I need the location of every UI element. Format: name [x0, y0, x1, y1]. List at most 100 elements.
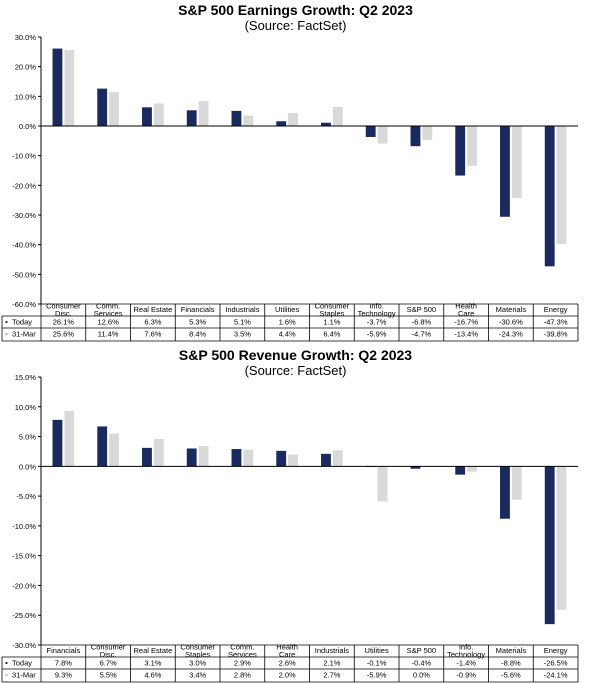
earnings-value-march: -5.9%: [367, 330, 387, 339]
revenue-value-march: 3.4%: [189, 671, 206, 680]
revenue-value-today: -1.4%: [456, 659, 476, 668]
revenue-value-march: 0.0%: [413, 671, 430, 680]
revenue-growth-chart: 15.0% 10.0% 5.0% 0.0% -5.0% -10.0% -15.0% -20.0…: [1, 373, 579, 683]
revenue-bar-march-0: [64, 410, 75, 467]
revenue-value-today: 2.1%: [323, 659, 340, 668]
revenue-category-label: Info. Technology: [447, 643, 485, 660]
revenue-bar-march-6: [332, 450, 343, 467]
revenue-value-today: 2.9%: [234, 659, 251, 668]
revenue-y-tick-label: 15.0%: [15, 373, 37, 382]
revenue-y-tick-label: 5.0%: [19, 433, 36, 442]
earnings-legend-marker-today: ▪: [5, 318, 8, 327]
revenue-legend-label-march: 31-Mar: [12, 671, 36, 680]
earnings-bar-march-6: [332, 107, 343, 126]
earnings-y-tick-label: -20.0%: [12, 181, 36, 190]
earnings-value-march: 8.4%: [189, 330, 206, 339]
revenue-category-label: Consumer Disc.: [91, 643, 126, 660]
revenue-value-march: -0.9%: [456, 671, 476, 680]
earnings-chart-title: S&P 500 Earnings Growth: Q2 2023: [178, 2, 413, 18]
earnings-value-march: -24.3%: [499, 330, 523, 339]
earnings-bar-march-7: [377, 126, 388, 144]
earnings-bar-today-10: [500, 126, 510, 217]
earnings-value-today: 5.3%: [189, 318, 206, 327]
revenue-bar-march-2: [153, 438, 164, 467]
revenue-bar-march-11: [556, 466, 567, 610]
earnings-bar-today-7: [365, 126, 376, 137]
revenue-value-march: 2.0%: [279, 671, 296, 680]
revenue-value-march: -24.1%: [544, 671, 568, 680]
revenue-bar-march-4: [243, 449, 254, 467]
revenue-value-today: 3.0%: [189, 659, 206, 668]
revenue-category-label: Energy: [544, 646, 568, 655]
earnings-bar-today-5: [276, 121, 287, 126]
revenue-bar-today-10: [500, 466, 510, 519]
revenue-category-label: Materials: [496, 646, 527, 655]
earnings-value-today: -3.7%: [367, 318, 387, 327]
earnings-bar-march-10: [511, 126, 522, 199]
earnings-bar-march-4: [243, 115, 254, 126]
revenue-category-label: Health Care: [276, 643, 298, 660]
earnings-category-label: Industrials: [225, 305, 259, 314]
revenue-legend-marker-today: ▪: [5, 659, 8, 668]
earnings-value-today: -16.7%: [454, 318, 478, 327]
earnings-category-label: Utilities: [275, 305, 299, 314]
earnings-value-today: -30.6%: [499, 318, 523, 327]
earnings-y-tick-label: 10.0%: [15, 92, 37, 101]
revenue-value-march: 9.3%: [55, 671, 72, 680]
earnings-value-march: 3.5%: [234, 330, 251, 339]
revenue-bar-today-2: [142, 447, 152, 467]
earnings-bar-march-0: [64, 50, 75, 127]
revenue-bar-today-8: [410, 466, 421, 469]
earnings-category-label: Health Care: [455, 302, 477, 319]
revenue-y-tick-label: 10.0%: [15, 403, 37, 412]
revenue-value-today: -26.5%: [544, 659, 568, 668]
earnings-legend-marker-march: ▪: [5, 330, 8, 339]
revenue-legend-marker-march: ▪: [5, 671, 8, 680]
revenue-chart-title: S&P 500 Revenue Growth: Q2 2023: [178, 347, 413, 363]
earnings-bar-march-3: [198, 101, 209, 126]
earnings-bar-march-9: [467, 126, 477, 166]
earnings-value-march: 25.6%: [53, 330, 75, 339]
revenue-category-label: S&P 500: [407, 646, 436, 655]
revenue-category-label: Consumer Staples: [180, 643, 215, 660]
earnings-bar-today-4: [231, 110, 242, 126]
revenue-value-today: 3.1%: [144, 659, 161, 668]
revenue-bar-today-3: [186, 448, 197, 467]
earnings-y-tick-label: -60.0%: [12, 300, 36, 309]
revenue-value-march: -5.6%: [501, 671, 521, 680]
earnings-bar-today-2: [142, 107, 152, 126]
earnings-bar-march-2: [153, 103, 164, 126]
revenue-value-march: 4.6%: [144, 671, 161, 680]
earnings-bar-today-3: [186, 110, 197, 126]
earnings-legend-label-today: Today: [12, 318, 32, 327]
earnings-value-today: 6.3%: [144, 318, 161, 327]
revenue-value-today: -8.8%: [501, 659, 521, 668]
earnings-value-today: 1.6%: [279, 318, 296, 327]
earnings-bar-today-0: [52, 48, 63, 126]
earnings-value-march: -39.8%: [544, 330, 568, 339]
earnings-category-label: S&P 500: [407, 305, 436, 314]
earnings-category-label: Real Estate: [133, 305, 172, 314]
revenue-bar-march-10: [511, 466, 522, 500]
revenue-bar-march-7: [377, 466, 388, 502]
revenue-y-tick-label: -15.0%: [12, 552, 36, 561]
revenue-bar-march-9: [467, 466, 477, 472]
revenue-y-tick-label: -10.0%: [12, 522, 36, 531]
revenue-value-today: -0.1%: [367, 659, 387, 668]
earnings-category-label: Energy: [544, 305, 568, 314]
earnings-legend-label-march: 31-Mar: [12, 330, 36, 339]
earnings-value-march: -13.4%: [454, 330, 478, 339]
revenue-category-label: Utilities: [365, 646, 389, 655]
revenue-category-label: Comm. Services: [228, 643, 257, 660]
revenue-category-label: Real Estate: [133, 646, 172, 655]
revenue-category-label: Financials: [46, 646, 80, 655]
earnings-y-tick-label: -50.0%: [12, 270, 36, 279]
earnings-bar-march-11: [556, 126, 567, 245]
earnings-category-label: Comm. Services: [94, 302, 123, 319]
revenue-bar-today-4: [231, 449, 242, 467]
earnings-y-tick-label: 20.0%: [15, 63, 37, 72]
revenue-bar-march-5: [288, 454, 298, 467]
earnings-value-today: 26.1%: [53, 318, 75, 327]
earnings-bar-today-11: [544, 126, 555, 267]
earnings-category-label: Financials: [181, 305, 215, 314]
